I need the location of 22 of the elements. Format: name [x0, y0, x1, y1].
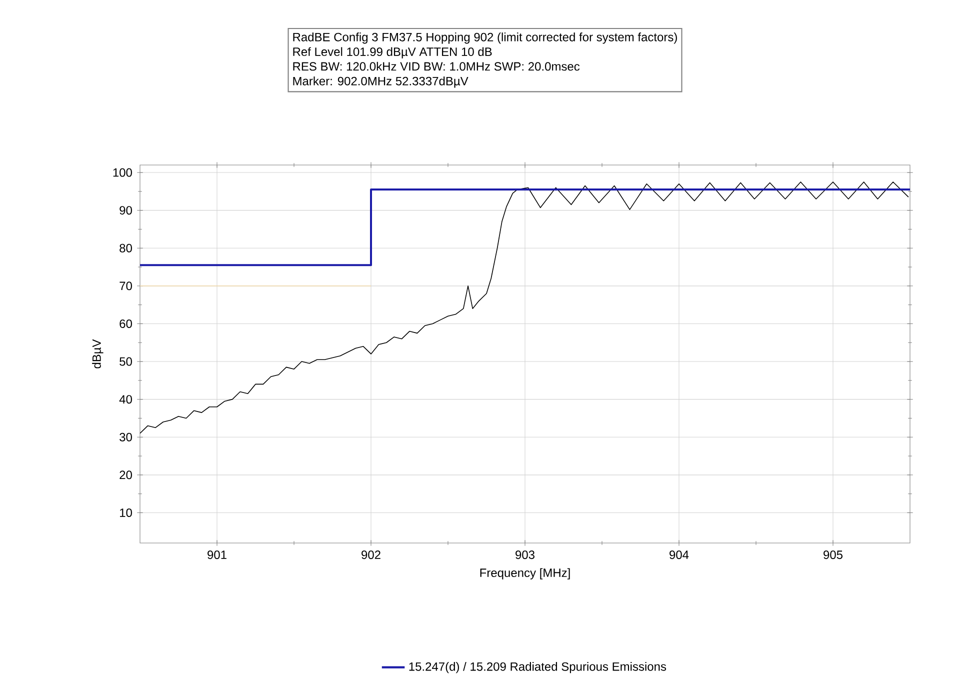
- y-tick-label: 50: [120, 357, 132, 366]
- y-tick-label: 80: [120, 244, 132, 252]
- y-tick-label: 20: [120, 470, 132, 480]
- legend-label: 15.247(d) / 15.209 Radiated Spurious Emissions: [409, 662, 666, 674]
- y-tick-label: 70: [120, 282, 132, 290]
- text: Marker: 902.0MHz 52.3337dBµV: [293, 76, 468, 88]
- y-tick-label: 30: [120, 432, 132, 442]
- x-tick-label: 905: [824, 550, 843, 560]
- y-tick-label: 60: [120, 319, 132, 328]
- y-tick-label: 100: [113, 168, 132, 177]
- y-tick-label: 40: [119, 395, 132, 404]
- x-axis-title: Frequency [MHz]: [480, 568, 570, 580]
- x-tick-label: 901: [208, 550, 226, 560]
- text: Ref Level 101.99 dBµV ATTEN 10 dB: [293, 47, 492, 58]
- text: RadBE Config 3 FM37.5 Hopping 902 (limit corrected for system factors): [293, 32, 677, 44]
- x-tick-label: 904: [670, 550, 689, 560]
- text: RES BW: 120.0kHz VID BW: 1.0MHz SWP: 20.0msec: [293, 62, 580, 71]
- y-axis-title: dBµV: [92, 339, 104, 368]
- y-tick-label: 10: [120, 508, 132, 517]
- x-tick-label: 903: [516, 550, 534, 560]
- x-tick-label: 902: [362, 550, 380, 560]
- y-tick-label: 90: [120, 206, 132, 215]
